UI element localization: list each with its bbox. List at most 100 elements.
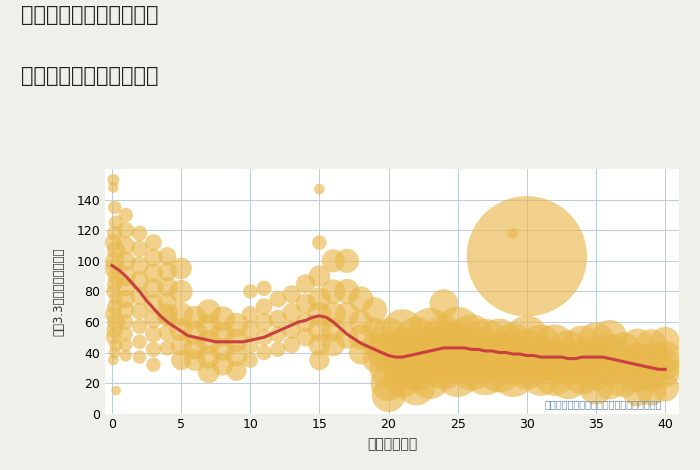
Point: [300, 300, 312, 307]
Point: [162, 329, 173, 337]
Y-axis label: 坪（3.3㎡）単価（万円）: 坪（3.3㎡）単価（万円）: [52, 247, 65, 336]
Point: [120, 257, 132, 265]
Point: [645, 372, 657, 379]
Point: [120, 295, 132, 303]
Point: [109, 303, 120, 310]
Point: [424, 375, 435, 382]
Point: [286, 309, 297, 317]
Point: [300, 334, 312, 341]
Point: [342, 257, 353, 265]
Point: [549, 356, 560, 364]
Point: [148, 284, 159, 292]
Point: [109, 326, 120, 333]
Point: [189, 344, 200, 352]
Point: [314, 311, 325, 318]
Point: [645, 341, 657, 349]
Point: [217, 346, 228, 353]
Point: [111, 219, 122, 227]
Point: [231, 352, 242, 359]
Point: [120, 242, 132, 249]
Point: [314, 295, 325, 303]
Point: [108, 265, 119, 272]
Point: [120, 283, 132, 290]
Point: [162, 283, 173, 290]
Point: [659, 384, 671, 392]
Point: [109, 204, 120, 211]
Point: [577, 356, 588, 364]
Point: [466, 334, 477, 341]
Point: [314, 185, 325, 193]
Point: [258, 284, 270, 292]
Point: [508, 229, 519, 237]
Point: [148, 346, 159, 353]
Point: [577, 341, 588, 349]
Point: [272, 295, 284, 303]
Point: [231, 337, 242, 344]
Point: [176, 265, 187, 272]
Point: [120, 352, 132, 359]
Point: [244, 311, 256, 318]
Point: [111, 341, 122, 349]
Point: [314, 341, 325, 349]
Point: [522, 334, 533, 341]
Point: [244, 326, 256, 333]
Point: [604, 334, 615, 341]
Point: [162, 252, 173, 260]
Point: [162, 311, 173, 318]
Point: [522, 364, 533, 371]
Point: [314, 239, 325, 246]
Point: [120, 318, 132, 326]
Point: [148, 330, 159, 338]
Point: [369, 341, 380, 349]
Point: [148, 361, 159, 368]
Point: [438, 300, 449, 307]
Point: [111, 318, 122, 326]
Point: [604, 349, 615, 356]
Point: [134, 307, 145, 315]
Point: [342, 288, 353, 295]
Point: [120, 341, 132, 349]
Point: [604, 364, 615, 371]
Point: [120, 330, 132, 338]
Point: [397, 346, 408, 353]
Point: [590, 352, 601, 359]
Point: [383, 392, 394, 399]
Point: [452, 326, 463, 333]
Point: [452, 356, 463, 364]
Point: [356, 349, 367, 356]
Point: [272, 346, 284, 353]
Point: [134, 262, 145, 269]
Point: [286, 341, 297, 349]
Point: [134, 229, 145, 237]
Point: [645, 356, 657, 364]
Point: [356, 334, 367, 341]
Point: [162, 268, 173, 275]
Point: [494, 352, 505, 359]
Point: [632, 356, 643, 364]
Text: 円の大きさは、取引のあった物件面積を示す: 円の大きさは、取引のあった物件面積を示す: [545, 399, 662, 409]
Point: [108, 239, 119, 246]
Point: [369, 306, 380, 313]
Point: [424, 360, 435, 367]
Point: [217, 315, 228, 322]
Point: [618, 361, 629, 368]
Point: [189, 313, 200, 321]
Point: [480, 353, 491, 361]
Point: [383, 349, 394, 356]
Point: [109, 257, 120, 265]
Point: [134, 323, 145, 330]
Point: [120, 227, 132, 234]
Point: [148, 239, 159, 246]
Point: [411, 334, 422, 341]
Point: [148, 254, 159, 261]
Point: [397, 360, 408, 367]
Point: [108, 356, 119, 364]
Point: [111, 295, 122, 303]
Point: [120, 211, 132, 219]
Point: [148, 315, 159, 322]
Point: [314, 326, 325, 333]
Point: [300, 280, 312, 288]
Point: [369, 356, 380, 364]
Point: [508, 341, 519, 349]
Point: [577, 372, 588, 379]
